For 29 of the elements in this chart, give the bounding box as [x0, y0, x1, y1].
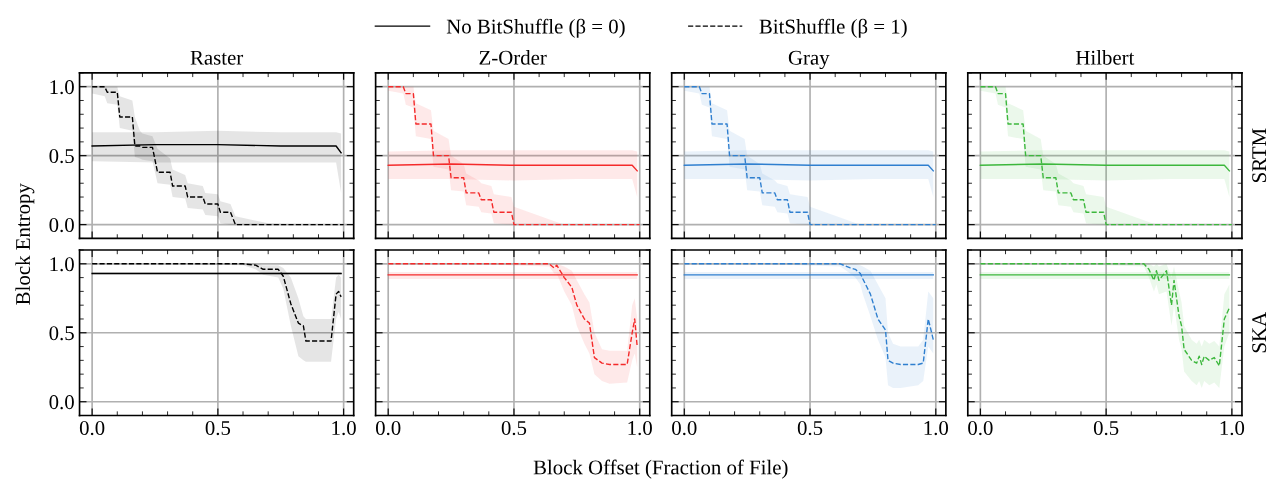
y-tick-label: 0.5 — [49, 326, 74, 341]
x-tick-label: 1.0 — [628, 420, 652, 436]
x-tick-label: 1.0 — [332, 420, 356, 436]
x-tick-label: 1.0 — [1220, 420, 1245, 436]
x-tick-label: 0.0 — [968, 420, 993, 436]
x-tick-label: 0.5 — [797, 420, 823, 436]
y2-axis-title: SKA — [1252, 312, 1267, 353]
y2-axis-title: SRTM — [1252, 128, 1267, 183]
x-tick-label: 1.0 — [924, 420, 949, 436]
chart-title: Z-Order — [479, 50, 547, 65]
line-series — [91, 263, 342, 342]
y-tick-label: 1.0 — [50, 257, 74, 272]
chart-title: Hilbert — [1075, 50, 1135, 65]
y-tick-label: 0.5 — [49, 149, 74, 164]
x-tick-label: 0.0 — [375, 420, 401, 436]
y-axis-title: Block Entropy — [15, 183, 35, 305]
x-tick-label: 0.0 — [79, 420, 105, 436]
x-axis-title: Block Offset (Fraction of File) — [533, 459, 788, 479]
x-tick-label: 0.5 — [1093, 420, 1119, 436]
x-tick-label: 0.0 — [672, 420, 697, 436]
legend-label: No BitShuffle (β = 0) — [446, 18, 625, 38]
chart-title: Raster — [190, 50, 244, 65]
x-tick-label: 0.5 — [205, 420, 231, 436]
legend-label: BitShuffle (β = 1) — [759, 18, 907, 38]
x-tick-label: 0.5 — [501, 420, 527, 436]
chart-title: Gray — [788, 50, 830, 70]
y-tick-label: 0.0 — [49, 395, 74, 410]
y-tick-label: 0.0 — [49, 218, 74, 233]
y-tick-label: 1.0 — [50, 80, 74, 95]
